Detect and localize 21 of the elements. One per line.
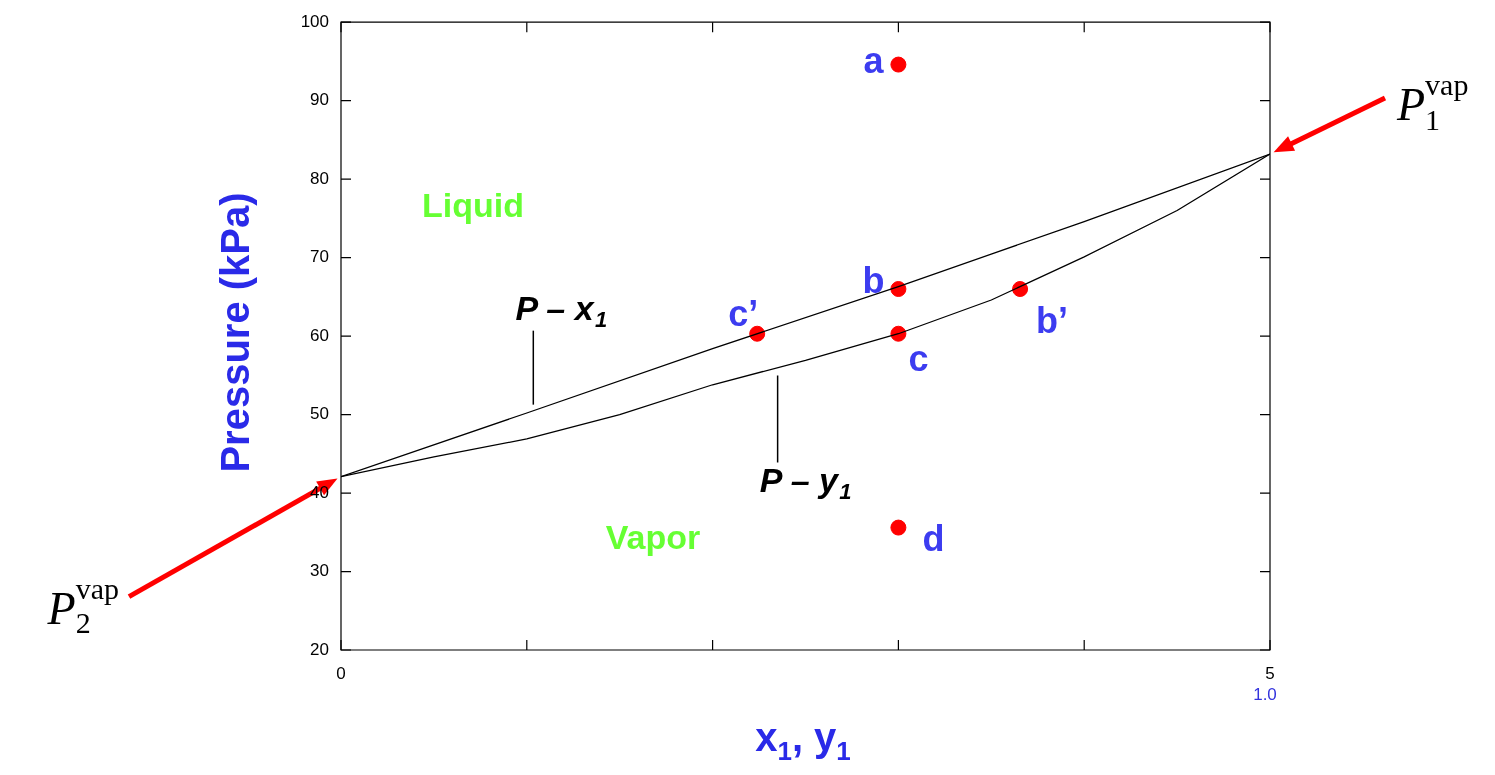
- y-axis-title: Pressure (kPa): [212, 191, 258, 475]
- annotation: c: [908, 337, 929, 379]
- y-tick-label: 90: [310, 90, 329, 110]
- x-tick-label: 5: [1265, 663, 1275, 683]
- y-tick-label: 60: [310, 325, 329, 345]
- annotation: b: [862, 259, 885, 301]
- y-tick-label: 100: [300, 11, 329, 31]
- annotation: Vapor: [605, 518, 701, 557]
- annotation: d: [922, 517, 945, 559]
- x-axis-title: x$_{1}$, y$_{1}$: [754, 715, 852, 767]
- x-tick-label: 0: [336, 663, 346, 683]
- y-tick-label: 70: [310, 247, 329, 267]
- y-tick-label: 20: [310, 639, 329, 659]
- y-tick-label: 50: [310, 404, 329, 424]
- y-tick-label: 80: [310, 168, 329, 188]
- annotation: c’: [728, 292, 759, 334]
- annotation: a: [863, 40, 885, 82]
- annotation: Liquid: [422, 186, 524, 225]
- y-tick-label: 30: [310, 561, 329, 581]
- annotation: b’: [1036, 299, 1069, 341]
- text: 1.0: [1253, 684, 1277, 704]
